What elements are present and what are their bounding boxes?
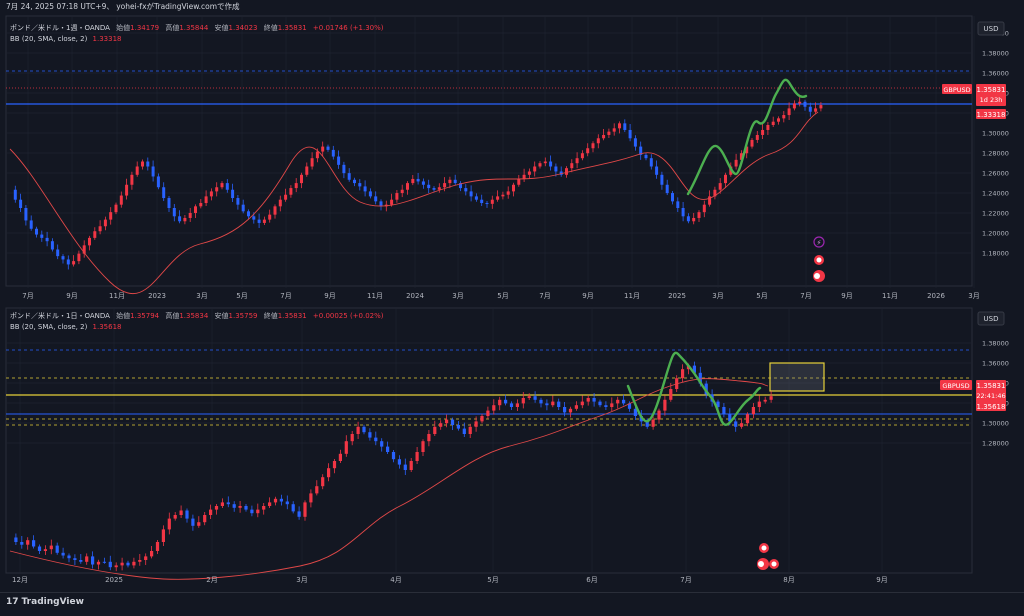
time-tick: 5月	[497, 292, 508, 300]
bb-indicator-label[interactable]: BB (20, SMA, close, 2)	[10, 35, 88, 43]
time-tick: 7月	[539, 292, 550, 300]
time-tick: 2024	[406, 292, 424, 300]
time-tick: 5月	[756, 292, 767, 300]
time-tick: 2025	[105, 576, 123, 584]
price-tick: 1.28000	[982, 150, 1009, 158]
time-tick: 3月	[296, 576, 307, 584]
price-tick: 1.26000	[982, 170, 1009, 178]
svg-text:BB (20, SMA, close, 2) 1.3: BB (20, SMA, close, 2) 1.33318	[10, 35, 122, 43]
time-tick: 3月	[452, 292, 463, 300]
time-tick: 2025	[668, 292, 686, 300]
time-tick: 2月	[206, 576, 217, 584]
tradingview-logo[interactable]: 17 TradingView	[6, 597, 84, 607]
time-tick: 9月	[841, 292, 852, 300]
svg-text:1.35831: 1.35831	[977, 86, 1006, 94]
price-tick: 1.36000	[982, 360, 1009, 368]
price-tick: 1.38000	[982, 340, 1009, 348]
time-tick: 12月	[12, 576, 28, 584]
price-tick: 1.22000	[982, 210, 1009, 218]
time-tick: 3月	[712, 292, 723, 300]
svg-text:USD: USD	[984, 25, 999, 33]
footer-bar: 17 TradingView	[0, 592, 1024, 616]
svg-text:ポンド／米ドル・1週・OANDA 始値1.34179: ポンド／米ドル・1週・OANDA 始値1.34179 高値1.35844 安値1…	[10, 23, 384, 32]
bb-price-tag	[976, 401, 1006, 411]
last-price-tag	[976, 380, 1006, 402]
event-icons[interactable]: ⚡	[813, 236, 825, 282]
wave-drawing[interactable]	[626, 351, 762, 426]
currency-button[interactable]	[977, 21, 1005, 36]
time-tick: 7月	[680, 576, 691, 584]
time-tick: 9月	[876, 576, 887, 584]
tradingview-icon: 17	[6, 597, 19, 607]
symbol-tag	[942, 84, 972, 94]
svg-text:USD: USD	[984, 315, 999, 323]
time-tick: 7月	[800, 292, 811, 300]
time-tick: 7月	[22, 292, 33, 300]
bb-price-tag	[976, 109, 1006, 119]
currency-button[interactable]	[977, 311, 1005, 326]
time-tick: 5月	[236, 292, 247, 300]
target-rectangle[interactable]	[769, 362, 825, 392]
price-tick: 1.30000	[982, 420, 1009, 428]
time-tick: 11月	[882, 292, 898, 300]
time-tick: 6月	[586, 576, 597, 584]
svg-text:GBPUSD: GBPUSD	[942, 382, 969, 390]
svg-text:⚡: ⚡	[817, 239, 822, 247]
weekly-chart-pane[interactable]: ポンド／米ドル・1週・OANDA 始値1.34179 高値1.35844 安値1…	[0, 14, 1024, 304]
time-axis[interactable]: 7月 9月 11月 2023 3月 5月 7月 9月 11月 2024 3月 5月 7月 9月 11月 202…	[22, 292, 979, 300]
last-price-tag	[976, 84, 1006, 106]
symbol-title: ポンド／米ドル・1日・OANDA	[10, 311, 110, 320]
event-icons[interactable]	[757, 543, 779, 570]
svg-text:22:41:46: 22:41:46	[976, 392, 1005, 400]
price-axis[interactable]: 1.400001.380001.360001.340001.320001.300…	[982, 30, 1009, 258]
price-tick: 1.28000	[982, 440, 1009, 448]
wave-drawing[interactable]	[686, 78, 808, 196]
time-axis[interactable]: 12月 2025 2月 3月 4月 5月 6月 7月 8月 9月	[12, 576, 888, 584]
flash-event-icon[interactable]	[813, 236, 825, 248]
time-tick: 2023	[148, 292, 166, 300]
time-tick: 9月	[324, 292, 335, 300]
price-tick: 1.30000	[982, 130, 1009, 138]
symbol-title: ポンド／米ドル・1週・OANDA	[10, 23, 110, 32]
svg-text:BB (20, SMA, close, 2) 1.3: BB (20, SMA, close, 2) 1.35618	[10, 323, 122, 331]
svg-text:ポンド／米ドル・1日・OANDA 始値1.35794: ポンド／米ドル・1日・OANDA 始値1.35794 高値1.35834 安値1…	[10, 311, 384, 320]
svg-text:GBPUSD: GBPUSD	[943, 86, 970, 94]
bb-basis-line	[9, 378, 769, 580]
bb-basis-line	[9, 111, 819, 295]
price-tick: 1.36000	[982, 70, 1009, 78]
time-tick: 11月	[367, 292, 383, 300]
price-tick: 1.24000	[982, 190, 1009, 198]
price-tick: 1.38000	[982, 50, 1009, 58]
time-tick: 11月	[624, 292, 640, 300]
svg-text:1d 23h: 1d 23h	[980, 96, 1003, 104]
time-tick: 7月	[280, 292, 291, 300]
time-tick: 5月	[487, 576, 498, 584]
time-tick: 8月	[783, 576, 794, 584]
svg-text:1.35618: 1.35618	[977, 403, 1006, 411]
time-tick: 4月	[390, 576, 401, 584]
price-tick: 1.18000	[982, 250, 1009, 258]
time-tick: 3月	[196, 292, 207, 300]
svg-text:1.35831: 1.35831	[977, 382, 1006, 390]
time-tick: 11月	[109, 292, 125, 300]
chart-snapshot-header: 7月 24, 2025 07:18 UTC+9、 yohei-fxがTradin…	[6, 2, 240, 11]
daily-chart-pane[interactable]: ポンド／米ドル・1日・OANDA 始値1.35794 高値1.35834 安値1…	[0, 306, 1024, 588]
svg-text:1.33318: 1.33318	[977, 111, 1006, 119]
bb-indicator-label[interactable]: BB (20, SMA, close, 2)	[10, 323, 88, 331]
time-tick: 3月	[968, 292, 979, 300]
time-tick: 9月	[582, 292, 593, 300]
time-tick: 2026	[927, 292, 945, 300]
price-tick: 1.20000	[982, 230, 1009, 238]
symbol-tag	[940, 380, 972, 390]
time-tick: 9月	[66, 292, 77, 300]
